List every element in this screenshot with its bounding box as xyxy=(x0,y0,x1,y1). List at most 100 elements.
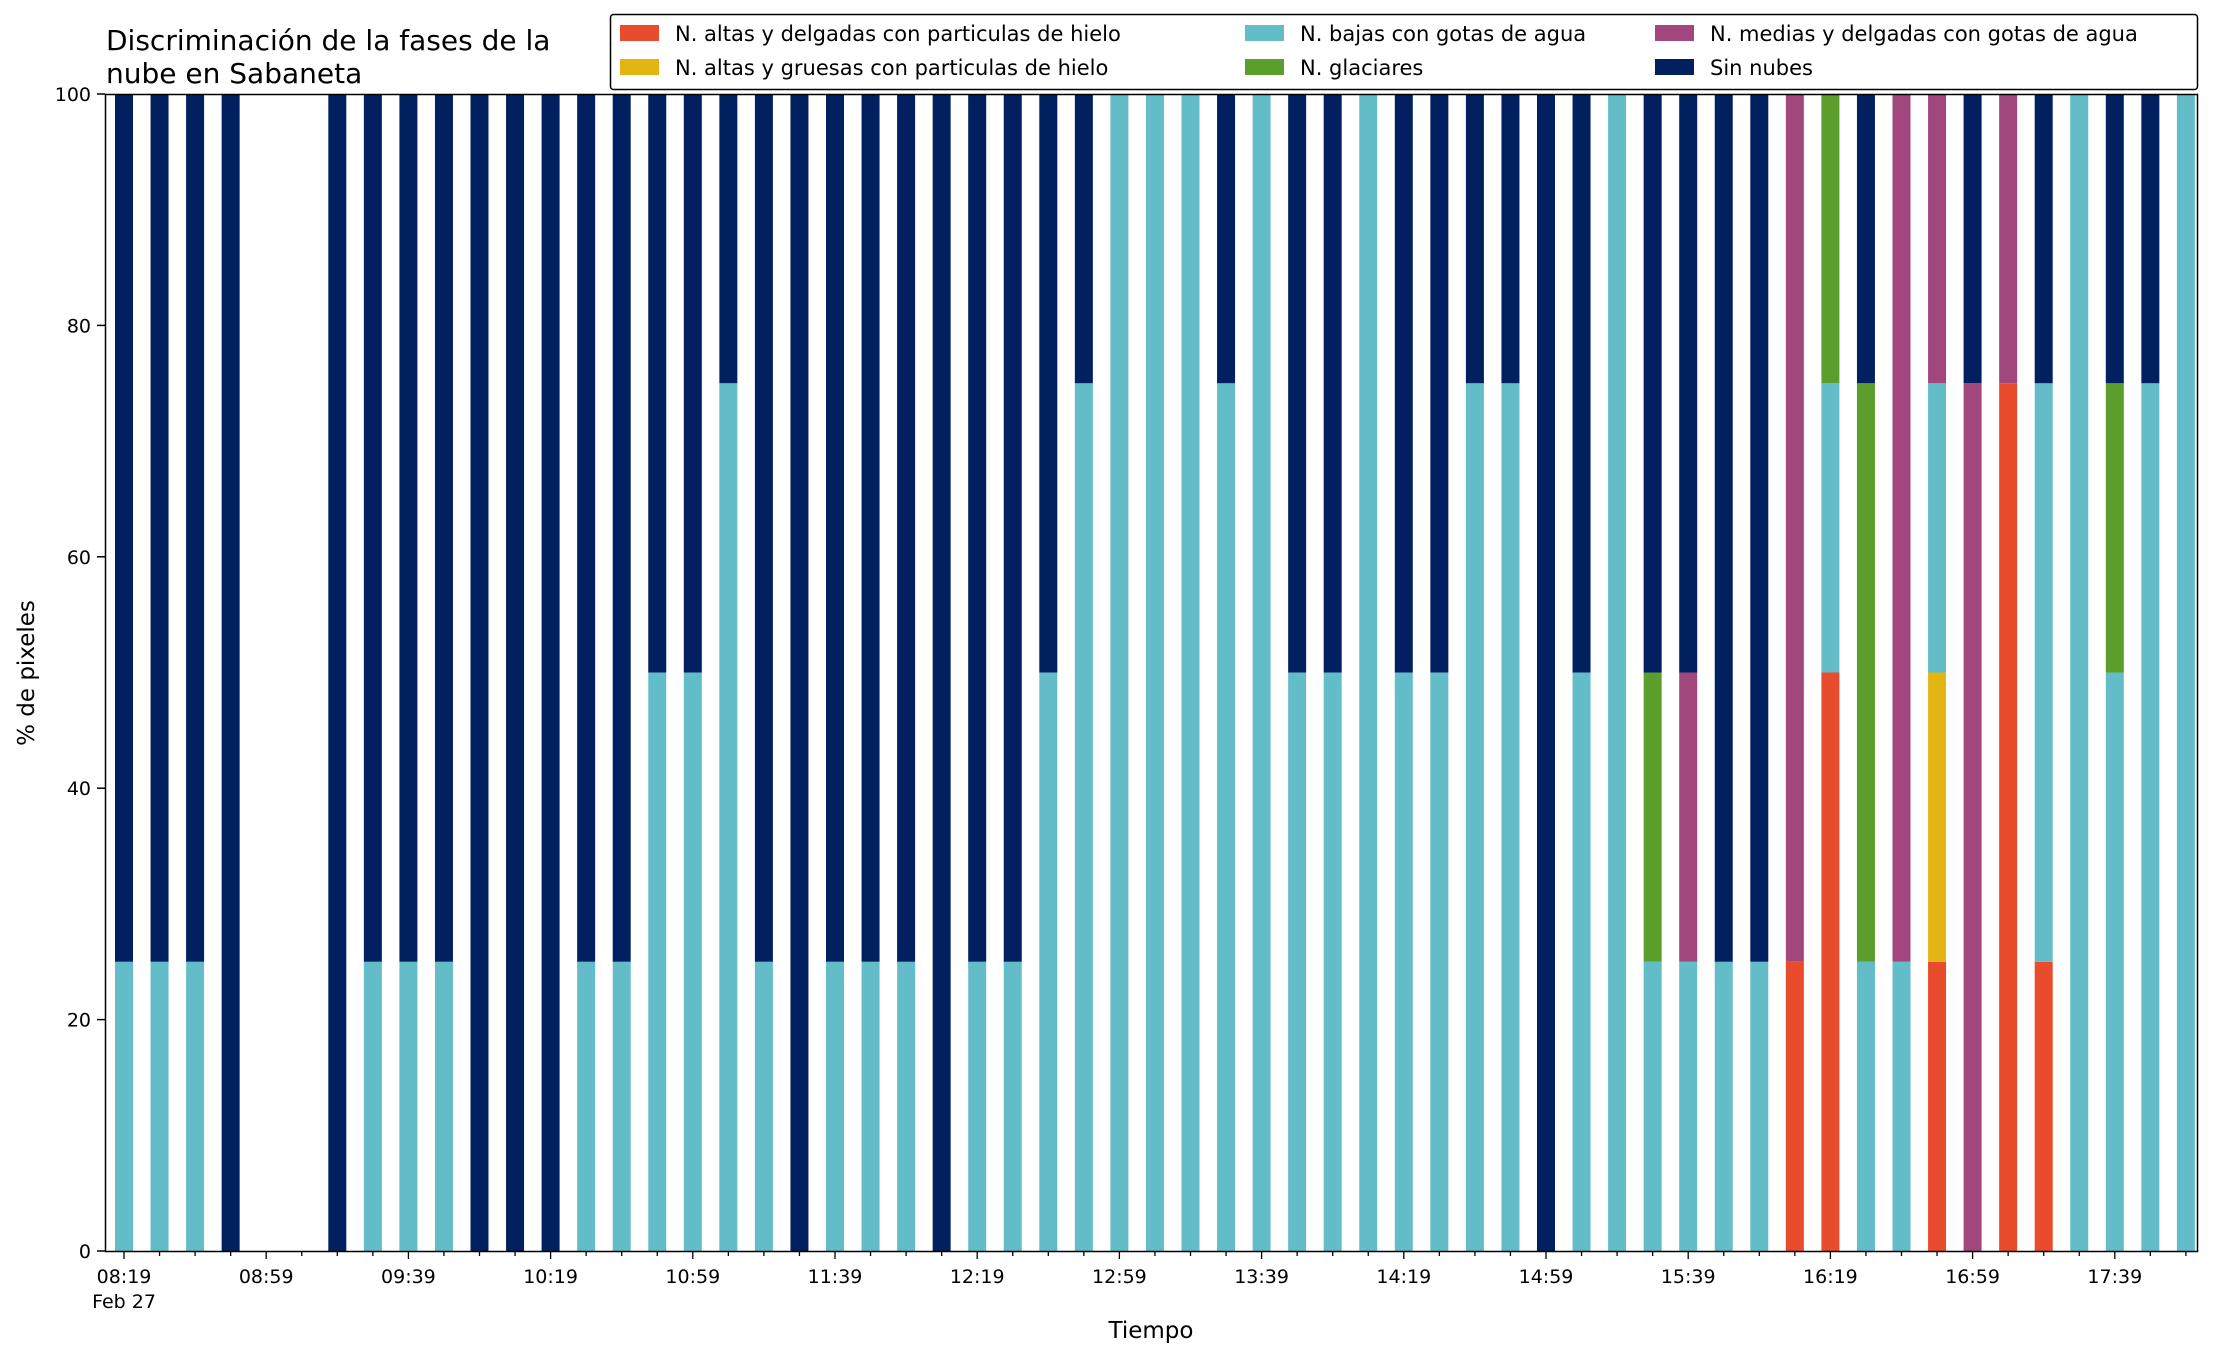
bar-segment-bajas xyxy=(1928,383,1947,673)
bar-segment-bajas xyxy=(826,961,844,1251)
bar-segment-sin-nubes xyxy=(1288,94,1307,673)
bar-segment-bajas xyxy=(1003,961,1022,1251)
bar-segment-sin-nubes xyxy=(2105,94,2124,384)
bar-segment-bajas xyxy=(719,383,738,1251)
bar-segment-sin-nubes xyxy=(1465,94,1484,384)
bar-segment-sin-nubes xyxy=(826,94,844,962)
x-tick-label: 15:39 xyxy=(1661,1266,1716,1288)
y-tick-label: 60 xyxy=(67,547,91,569)
x-tick-label: 08:19 xyxy=(97,1266,152,1288)
x-tick-label: 12:19 xyxy=(950,1266,1005,1288)
bar-segment-bajas xyxy=(363,961,382,1251)
bar-segment-bajas xyxy=(1430,672,1449,1251)
bar-segment-sin-nubes xyxy=(2141,94,2160,384)
bar-segment-sin-nubes xyxy=(1679,94,1698,673)
x-tick-label: 08:59 xyxy=(239,1266,294,1288)
x-tick-label: 11:39 xyxy=(808,1266,863,1288)
bar-segment-altas-delgadas xyxy=(2034,961,2053,1251)
legend-label: N. altas y gruesas con particulas de hie… xyxy=(675,56,1108,80)
bar-segment-sin-nubes xyxy=(1572,94,1591,673)
legend: N. altas y delgadas con particulas de hi… xyxy=(609,13,2199,91)
bar-segment-bajas xyxy=(1145,94,1164,1251)
bar-segment-sin-nubes xyxy=(541,94,560,1251)
bar-segment-medias xyxy=(1928,94,1947,384)
bar-segment-sin-nubes xyxy=(1323,94,1342,673)
x-tick-label: 14:19 xyxy=(1376,1266,1431,1288)
bar-segment-bajas xyxy=(1750,961,1769,1251)
bar-segment-sin-nubes xyxy=(968,94,987,962)
y-tick-label: 100 xyxy=(55,84,91,106)
bars-layer xyxy=(115,94,2195,1251)
legend-swatch-altas-gruesas xyxy=(620,59,659,75)
bar-segment-sin-nubes xyxy=(399,94,418,962)
bar-segment-altas-delgadas xyxy=(1821,672,1840,1251)
bar-segment-bajas xyxy=(1323,672,1342,1251)
bar-segment-bajas xyxy=(1074,383,1093,1251)
x-tick-label: 12:59 xyxy=(1092,1266,1147,1288)
bar-segment-glaciares xyxy=(1856,383,1875,962)
bar-segment-sin-nubes xyxy=(790,94,809,1251)
y-tick-label: 20 xyxy=(67,1010,91,1032)
bar-segment-bajas xyxy=(1465,383,1484,1251)
bar-segment-sin-nubes xyxy=(221,94,240,1251)
plot-frame xyxy=(104,93,2199,1253)
bar-segment-sin-nubes xyxy=(1039,94,1058,673)
bar-segment-sin-nubes xyxy=(1074,94,1093,384)
bar-segment-sin-nubes xyxy=(648,94,667,673)
bar-segment-bajas xyxy=(434,961,453,1251)
bar-segment-sin-nubes xyxy=(897,94,916,962)
bar-segment-medias xyxy=(1963,383,1982,1251)
bar-segment-sin-nubes xyxy=(1003,94,1022,962)
bar-segment-sin-nubes xyxy=(1501,94,1520,384)
x-tick-label: 09:39 xyxy=(381,1266,436,1288)
x-tick-label: 10:59 xyxy=(665,1266,720,1288)
y-tick-label: 40 xyxy=(67,778,91,800)
legend-swatch-sin-nubes xyxy=(1655,59,1694,75)
bar-segment-sin-nubes xyxy=(363,94,382,962)
y-tick-label: 0 xyxy=(79,1241,91,1263)
bar-segment-sin-nubes xyxy=(434,94,453,962)
legend-label: N. altas y delgadas con particulas de hi… xyxy=(675,22,1121,46)
bar-segment-sin-nubes xyxy=(1217,94,1236,384)
bar-segment-bajas xyxy=(754,961,773,1251)
bar-segment-bajas xyxy=(1359,94,1378,1251)
bar-segment-bajas xyxy=(1181,94,1200,1251)
bar-segment-bajas xyxy=(2070,94,2089,1251)
bar-segment-bajas xyxy=(2034,383,2053,962)
bar-segment-bajas xyxy=(1856,961,1875,1251)
bar-segment-bajas xyxy=(1643,961,1662,1251)
bar-segment-bajas xyxy=(1217,383,1236,1251)
bar-segment-altas-gruesas xyxy=(1928,672,1947,962)
bar-segment-bajas xyxy=(186,961,205,1251)
bar-segment-bajas xyxy=(150,961,169,1251)
bar-segment-sin-nubes xyxy=(683,94,702,673)
bar-segment-medias xyxy=(1785,94,1804,962)
bar-segment-sin-nubes xyxy=(2034,94,2053,384)
bar-segment-sin-nubes xyxy=(1963,94,1982,384)
y-axis: 0 20 40 60 80 100 xyxy=(55,84,105,1263)
chart-title-line-2: nube en Sabaneta xyxy=(106,57,362,90)
bar-segment-bajas xyxy=(1501,383,1520,1251)
x-tick-label: 16:59 xyxy=(1945,1266,2000,1288)
legend-swatch-bajas xyxy=(1245,25,1284,41)
bar-segment-bajas xyxy=(861,961,880,1251)
bar-segment-bajas xyxy=(683,672,702,1251)
bar-segment-bajas xyxy=(1892,961,1911,1251)
bar-segment-bajas xyxy=(1679,961,1698,1251)
legend-label: N. bajas con gotas de agua xyxy=(1300,22,1586,46)
bar-segment-bajas xyxy=(648,672,667,1251)
bar-segment-bajas xyxy=(2141,383,2160,1251)
bar-segment-medias xyxy=(1999,94,2018,384)
legend-label: N. glaciares xyxy=(1300,56,1423,80)
y-tick-label: 80 xyxy=(67,315,91,337)
bar-segment-bajas xyxy=(1394,672,1413,1251)
bar-segment-sin-nubes xyxy=(612,94,631,962)
x-axis: 08:19 08:59 09:39 10:19 10:59 11:39 12:19 12:59… xyxy=(92,1251,2187,1313)
bar-segment-bajas xyxy=(115,961,133,1251)
bar-segment-sin-nubes xyxy=(577,94,596,962)
x-tick-label: 10:19 xyxy=(523,1266,578,1288)
bar-segment-altas-delgadas xyxy=(1928,961,1947,1251)
bar-segment-bajas xyxy=(399,961,418,1251)
bar-segment-sin-nubes xyxy=(506,94,525,1251)
legend-label: Sin nubes xyxy=(1710,56,1813,80)
